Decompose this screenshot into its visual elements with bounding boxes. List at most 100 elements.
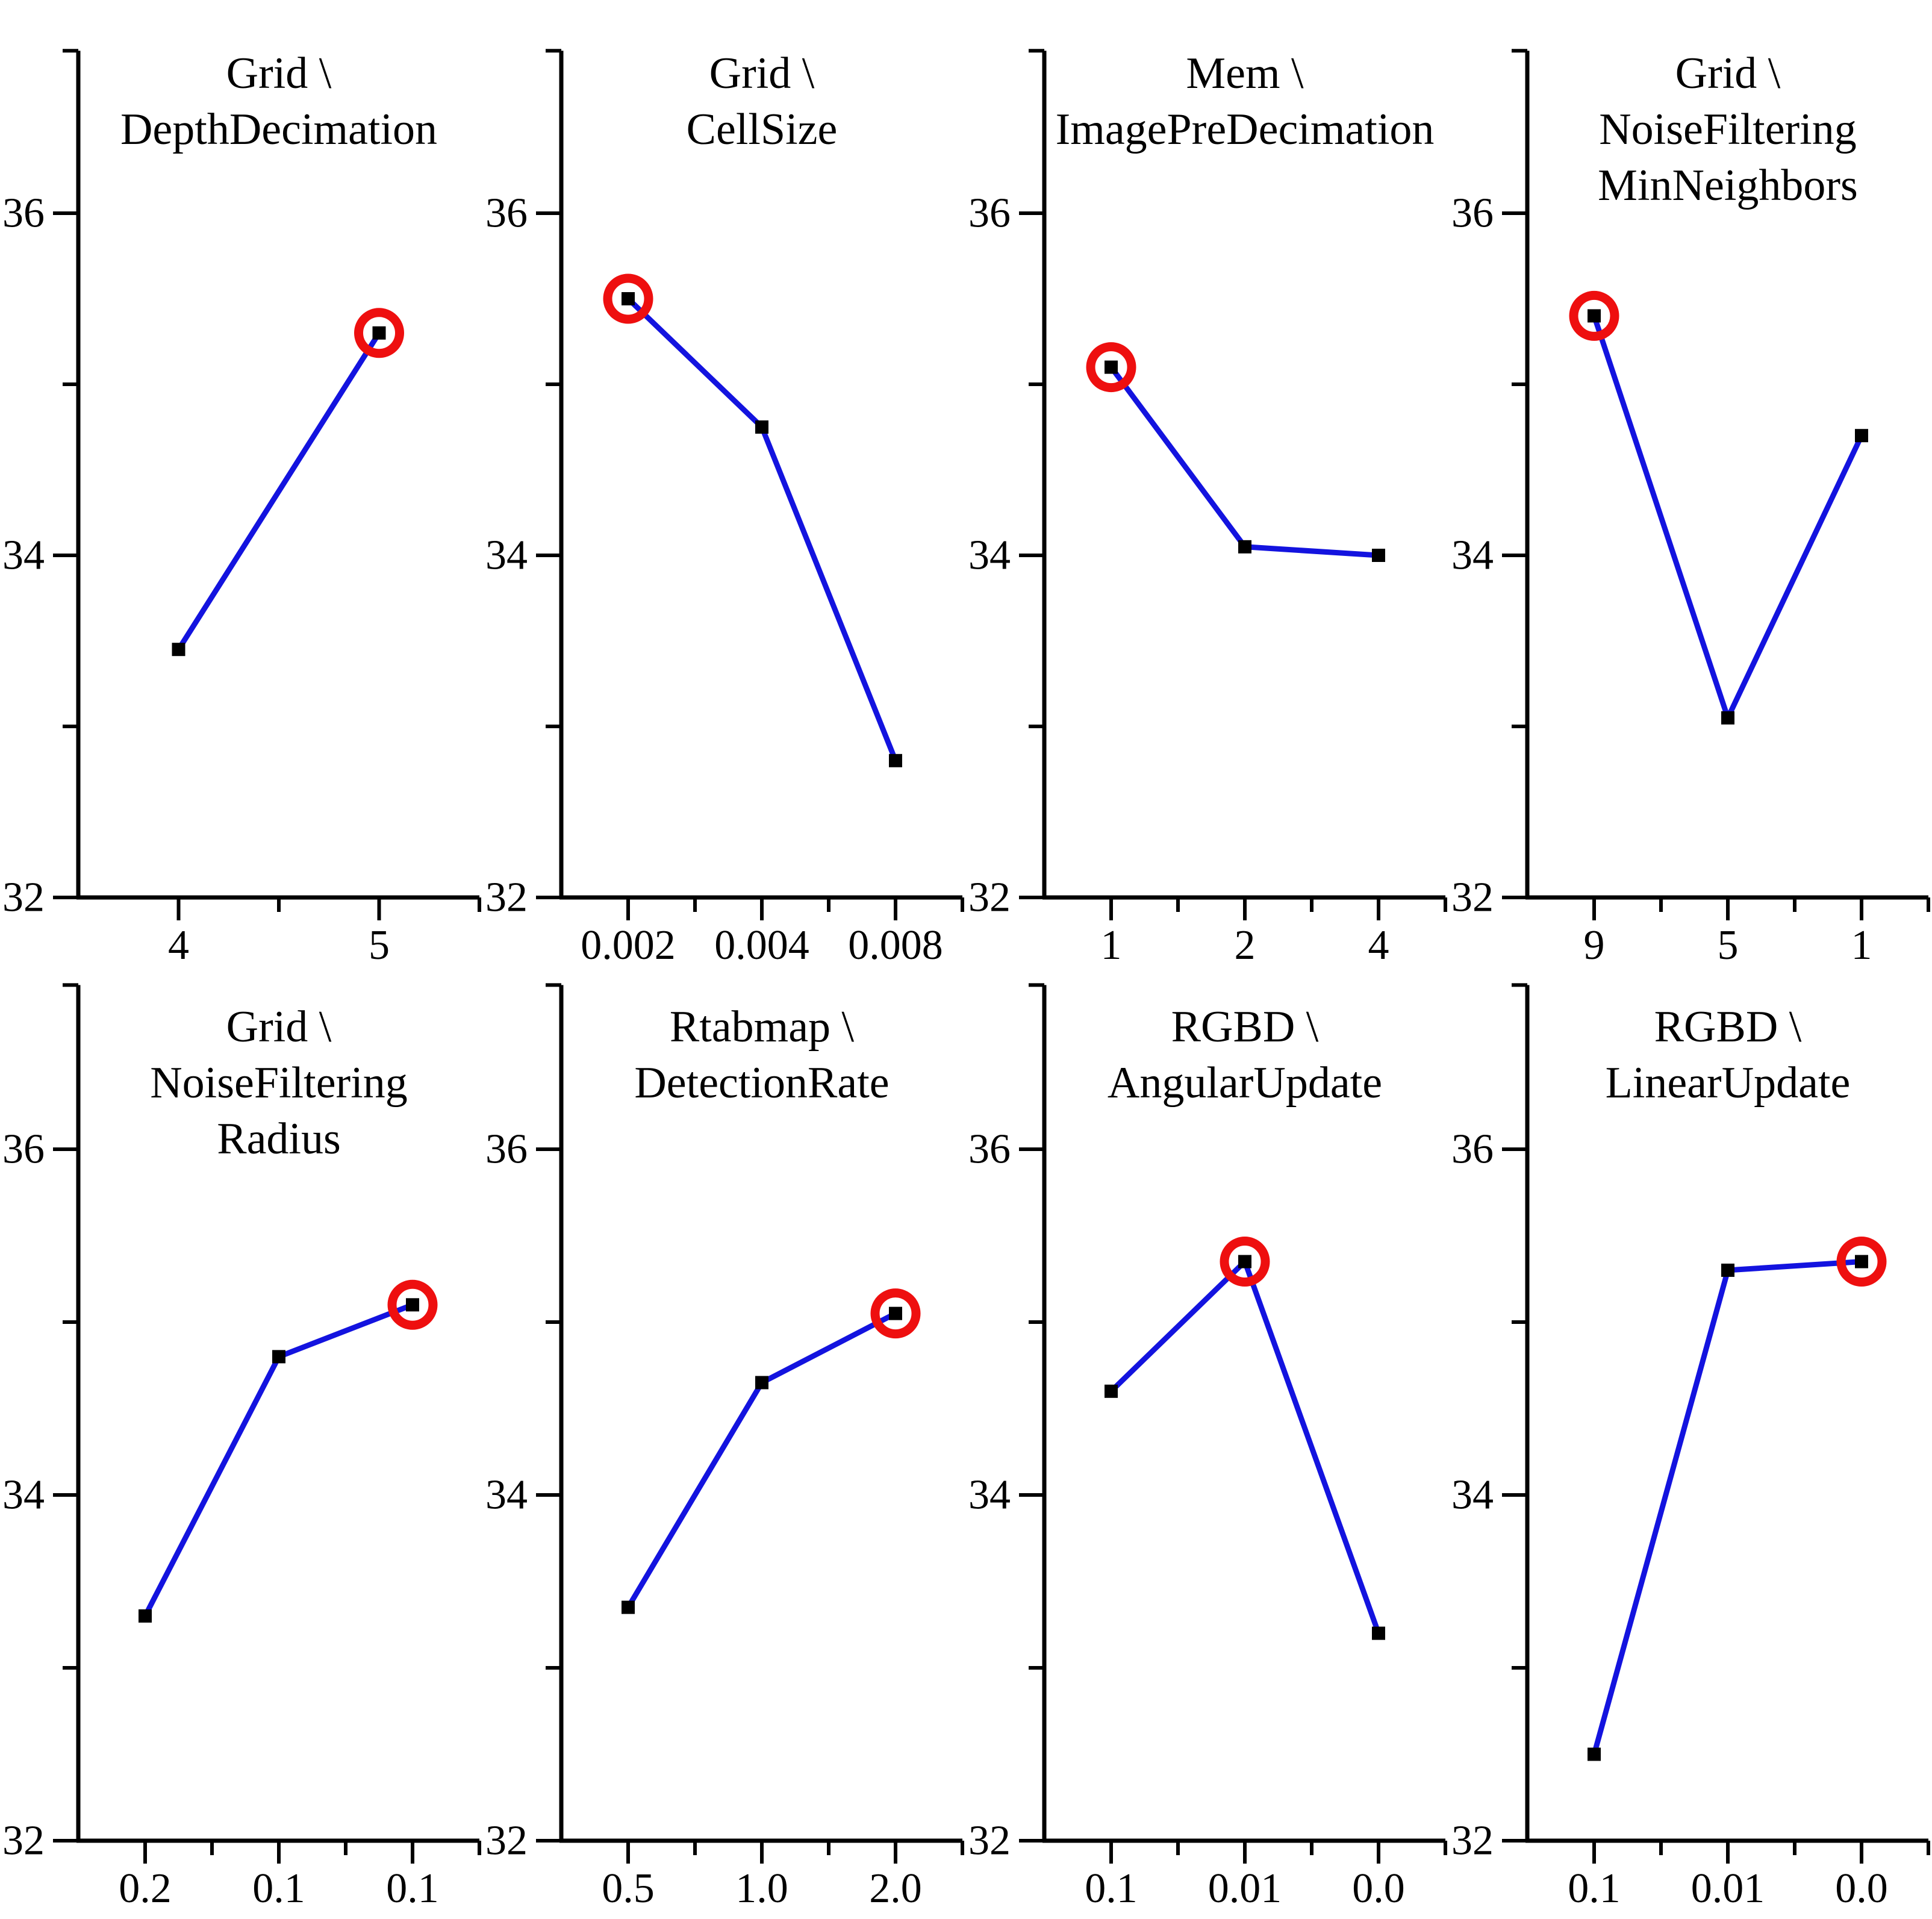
highlight-circle	[1086, 342, 1136, 393]
subplot-title-line: ImagePreDecimation	[1056, 105, 1435, 154]
subplot-title-line: CellSize	[687, 105, 838, 154]
y-tick-label: 36	[485, 1126, 528, 1173]
y-tick-label: 36	[485, 190, 528, 237]
x-tick-label: 0.1	[252, 1865, 305, 1912]
subplot-rtabmap-detectionrate: Rtabmap \ DetectionRate 32 34 36 0.5 1.0 2.0	[485, 983, 964, 1912]
y-tick-label: 32	[485, 875, 528, 921]
subplot-title-line: MinNeighbors	[1598, 161, 1858, 210]
data-point-marker	[889, 754, 902, 767]
y-tick-label: 32	[1451, 875, 1494, 921]
highlight-circle	[1836, 1237, 1887, 1287]
x-tick-label: 2.0	[869, 1865, 922, 1912]
y-tick-label: 34	[485, 1472, 528, 1518]
data-point-marker	[1238, 540, 1251, 554]
x-tick-label: 5	[1718, 922, 1739, 959]
x-tick-label: 0.002	[581, 922, 676, 959]
x-tick-label: 0.5	[602, 1865, 655, 1912]
y-tick-label: 34	[1451, 1472, 1494, 1518]
subplot-mem-imagepredecimation: Mem \ ImagePreDecimation 32 34 36 1 2 4	[968, 49, 1447, 959]
y-tick-label: 34	[968, 532, 1011, 579]
y-tick-label: 36	[968, 190, 1011, 237]
y-tick-label: 34	[485, 532, 528, 579]
y-tick-label: 34	[1451, 532, 1494, 579]
subplot-title-line: RGBD \	[1654, 1002, 1802, 1052]
data-point-marker	[1372, 549, 1385, 562]
x-tick-label: 0.2	[119, 1865, 172, 1912]
data-point-marker	[622, 1600, 635, 1614]
highlight-circle	[387, 1279, 438, 1330]
x-tick-label: 9	[1584, 922, 1605, 959]
x-tick-label: 0.1	[1085, 1865, 1138, 1912]
y-tick-label: 34	[2, 532, 45, 579]
x-tick-label: 0.004	[714, 922, 809, 959]
subplot-title-line: DetectionRate	[634, 1058, 889, 1108]
subplot-title-line: Radius	[217, 1114, 341, 1164]
y-tick-label: 36	[2, 1126, 45, 1173]
data-point-marker	[755, 420, 768, 434]
x-tick-label: 1	[1851, 922, 1872, 959]
subplot-title-line: NoiseFiltering	[1599, 105, 1857, 154]
y-tick-label: 36	[1451, 190, 1494, 237]
data-point-marker	[755, 1376, 768, 1390]
y-tick-label: 36	[2, 190, 45, 237]
data-line	[1108, 364, 1382, 558]
subplot-grid-cellsize: Grid \ CellSize 32 34 36 0.002 0.004 0.008	[485, 49, 964, 959]
data-line	[625, 1311, 899, 1611]
y-tick-label: 34	[2, 1472, 45, 1518]
data-point-marker	[1588, 1747, 1601, 1761]
x-tick-label: 1	[1101, 922, 1122, 959]
highlight-circle	[870, 1288, 921, 1339]
data-point-marker	[1372, 1626, 1385, 1640]
y-tick-label: 32	[968, 1818, 1011, 1864]
subplot-title-line: NoiseFiltering	[150, 1058, 408, 1108]
y-tick-label: 36	[968, 1126, 1011, 1173]
x-tick-label: 0.0	[1352, 1865, 1405, 1912]
data-point-marker	[372, 326, 386, 340]
subplot-rgbd-linearupdate: RGBD \ LinearUpdate 32 34 36 0.1 0.01 0.0	[1451, 983, 1930, 1912]
y-tick-label: 32	[1451, 1818, 1494, 1864]
highlight-circle	[354, 308, 404, 358]
data-point-marker	[272, 1350, 285, 1364]
subplot-title-line: Grid \	[226, 1002, 332, 1052]
subplot-title-line: AngularUpdate	[1108, 1058, 1382, 1108]
data-point-marker	[1105, 1384, 1118, 1398]
subplot-title-line: Rtabmap \	[670, 1002, 855, 1052]
y-tick-label: 34	[968, 1472, 1011, 1518]
highlight-circle	[1220, 1237, 1270, 1287]
subplot-grid-noisefiltering-minneighbors: Grid \ NoiseFiltering MinNeighbors 32 34 36 9 5…	[1451, 49, 1930, 959]
x-tick-label: 4	[1368, 922, 1389, 959]
subplot-grid-depthdecimation: Grid \ DepthDecimation 32 34 36 4 5	[2, 49, 481, 959]
subplot-title-line: LinearUpdate	[1606, 1058, 1851, 1108]
data-point-marker	[1721, 1263, 1734, 1277]
data-point-marker	[1855, 1255, 1868, 1268]
data-line	[625, 296, 899, 764]
data-line	[176, 330, 382, 652]
subplot-title-line: Grid \	[1675, 49, 1781, 98]
y-tick-label: 32	[485, 1818, 528, 1864]
x-tick-label: 0.01	[1691, 1865, 1765, 1912]
subplot-rgbd-angularupdate: RGBD \ AngularUpdate 32 34 36 0.1 0.01 0.0	[968, 983, 1447, 1912]
x-tick-label: 0.1	[1568, 1865, 1621, 1912]
y-tick-label: 32	[968, 875, 1011, 921]
data-point-marker	[1855, 429, 1868, 443]
highlight-circle	[603, 273, 653, 324]
y-tick-label: 32	[2, 1818, 45, 1864]
subplot-title-line: RGBD \	[1171, 1002, 1319, 1052]
x-tick-label: 5	[369, 922, 390, 959]
data-point-marker	[1105, 360, 1118, 374]
subplot-grid-noisefiltering-radius: Grid \ NoiseFiltering Radius 32 34 36 0.2 0.1 0.…	[2, 983, 481, 1912]
subplot-title-line: Grid \	[709, 49, 815, 98]
subplot-title-line: Mem \	[1186, 49, 1304, 98]
data-point-marker	[1588, 309, 1601, 323]
x-tick-label: 2	[1235, 922, 1256, 959]
data-point-marker	[139, 1609, 152, 1623]
data-point-marker	[406, 1298, 419, 1312]
x-tick-label: 4	[168, 922, 189, 959]
x-tick-label: 0.1	[386, 1865, 439, 1912]
x-tick-label: 0.0	[1835, 1865, 1888, 1912]
y-tick-label: 32	[2, 875, 45, 921]
data-line	[1591, 1259, 1865, 1757]
x-tick-label: 0.01	[1208, 1865, 1282, 1912]
